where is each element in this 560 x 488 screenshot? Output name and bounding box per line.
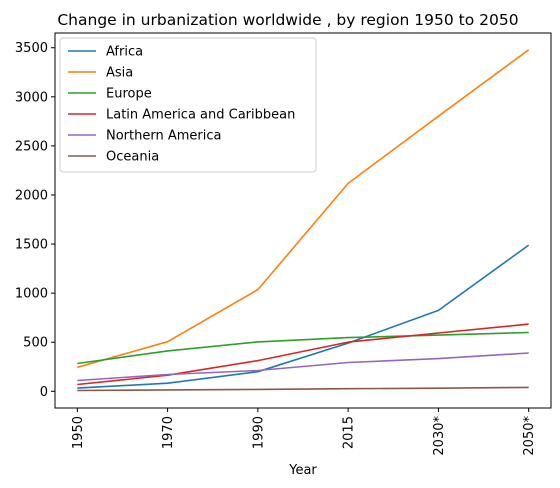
x-axis-label: Year [288, 463, 317, 478]
y-tick-label: 1000 [15, 287, 48, 302]
series-line-africa [77, 244, 530, 389]
x-tick-label: 2015 [342, 416, 357, 449]
legend-label: Asia [106, 66, 133, 81]
y-tick-label: 0 [40, 385, 48, 400]
series-line-asia [77, 49, 530, 369]
x-tick-label: 1970 [161, 416, 176, 449]
legend-label: Latin America and Caribbean [106, 108, 295, 123]
plot-area: 0 500 1000 1500 2000 2500 3000 3500 1950 1970 1990… [15, 32, 552, 456]
series-line-oceania [77, 386, 529, 392]
plot-frame [54, 32, 552, 409]
legend-label: Northern America [106, 129, 221, 144]
series-line-northern-america [77, 352, 529, 382]
x-tick-label: 2030* [432, 416, 447, 456]
legend-label: Africa [106, 45, 143, 60]
legend-label: Europe [106, 87, 152, 102]
x-tick-label: 2050* [522, 416, 537, 456]
legend-label: Oceania [106, 150, 159, 165]
series-line-latin-america-and-caribbean [77, 323, 529, 386]
y-tick-label: 500 [23, 336, 48, 351]
legend-box [59, 37, 317, 173]
y-tick-label: 2500 [15, 139, 48, 154]
x-tick-label: 1990 [251, 416, 266, 449]
x-tick-label: 1950 [71, 416, 86, 449]
chart-title: Change in urbanization worldwide , by re… [57, 11, 518, 29]
y-tick-label: 2000 [15, 188, 48, 203]
y-tick-label: 3000 [15, 90, 48, 105]
y-tick-label: 3500 [15, 41, 48, 56]
y-tick-label: 1500 [15, 238, 48, 253]
series-line-europe [77, 331, 529, 365]
